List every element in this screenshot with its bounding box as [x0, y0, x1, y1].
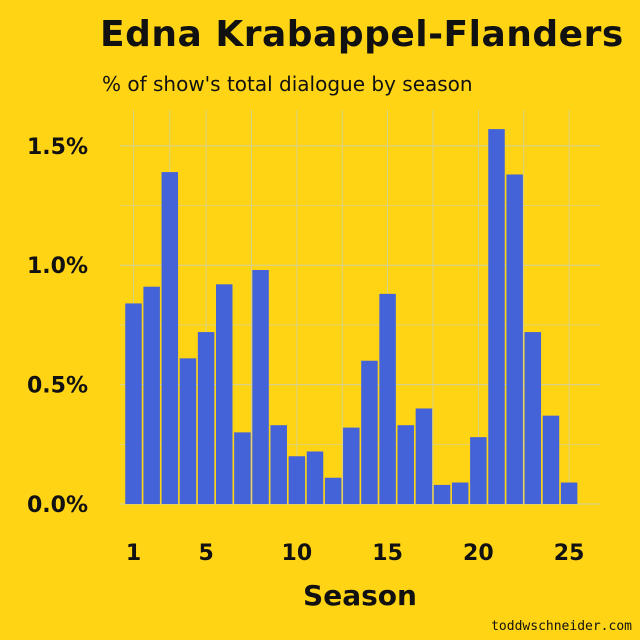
bar-season-14 [361, 360, 378, 504]
bars [125, 129, 578, 505]
bar-season-17 [415, 408, 433, 504]
bar-season-25 [560, 482, 578, 504]
x-axis-ticks: 1 5 10 15 20 25 [126, 541, 585, 566]
bar-season-22 [506, 174, 523, 505]
bar-season-10 [288, 456, 306, 504]
y-tick-label: 1.0% [27, 254, 88, 279]
bar-season-24 [542, 415, 560, 504]
x-tick-label: 25 [554, 541, 585, 566]
bar-season-9 [270, 425, 287, 504]
chart-subtitle: % of show's total dialogue by season [102, 72, 473, 96]
bar-season-20 [470, 437, 487, 504]
bar-season-12 [324, 477, 342, 504]
bar-season-5 [197, 332, 215, 504]
bar-season-7 [234, 432, 251, 504]
x-tick-label: 1 [126, 541, 141, 566]
bar-season-15 [379, 293, 396, 504]
bar-season-4 [179, 358, 197, 504]
bar-season-6 [216, 284, 233, 504]
x-tick-label: 15 [372, 541, 403, 566]
bar-season-2 [143, 286, 160, 504]
bar-season-18 [433, 484, 451, 504]
y-tick-label: 0.5% [27, 374, 88, 399]
y-tick-label: 1.5% [27, 135, 88, 160]
x-tick-label: 10 [282, 541, 313, 566]
bar-season-11 [306, 451, 324, 504]
bar-season-3 [161, 172, 179, 505]
bar-season-19 [451, 482, 469, 504]
bar-season-21 [488, 129, 505, 504]
bar-season-16 [397, 425, 414, 504]
y-tick-label: 0.0% [27, 493, 88, 518]
bar-season-23 [524, 332, 542, 504]
credit-text: toddwschneider.com [491, 619, 632, 634]
bar-season-1 [125, 303, 142, 504]
y-axis-ticks: 0.0% 0.5% 1.0% 1.5% [27, 135, 88, 518]
x-tick-label: 5 [198, 541, 213, 566]
bar-season-13 [343, 427, 360, 504]
x-tick-label: 20 [463, 541, 494, 566]
bar-season-8 [252, 269, 269, 504]
x-axis-title: Season [303, 579, 417, 612]
chart-title: Edna Krabappel-Flanders [100, 14, 624, 55]
